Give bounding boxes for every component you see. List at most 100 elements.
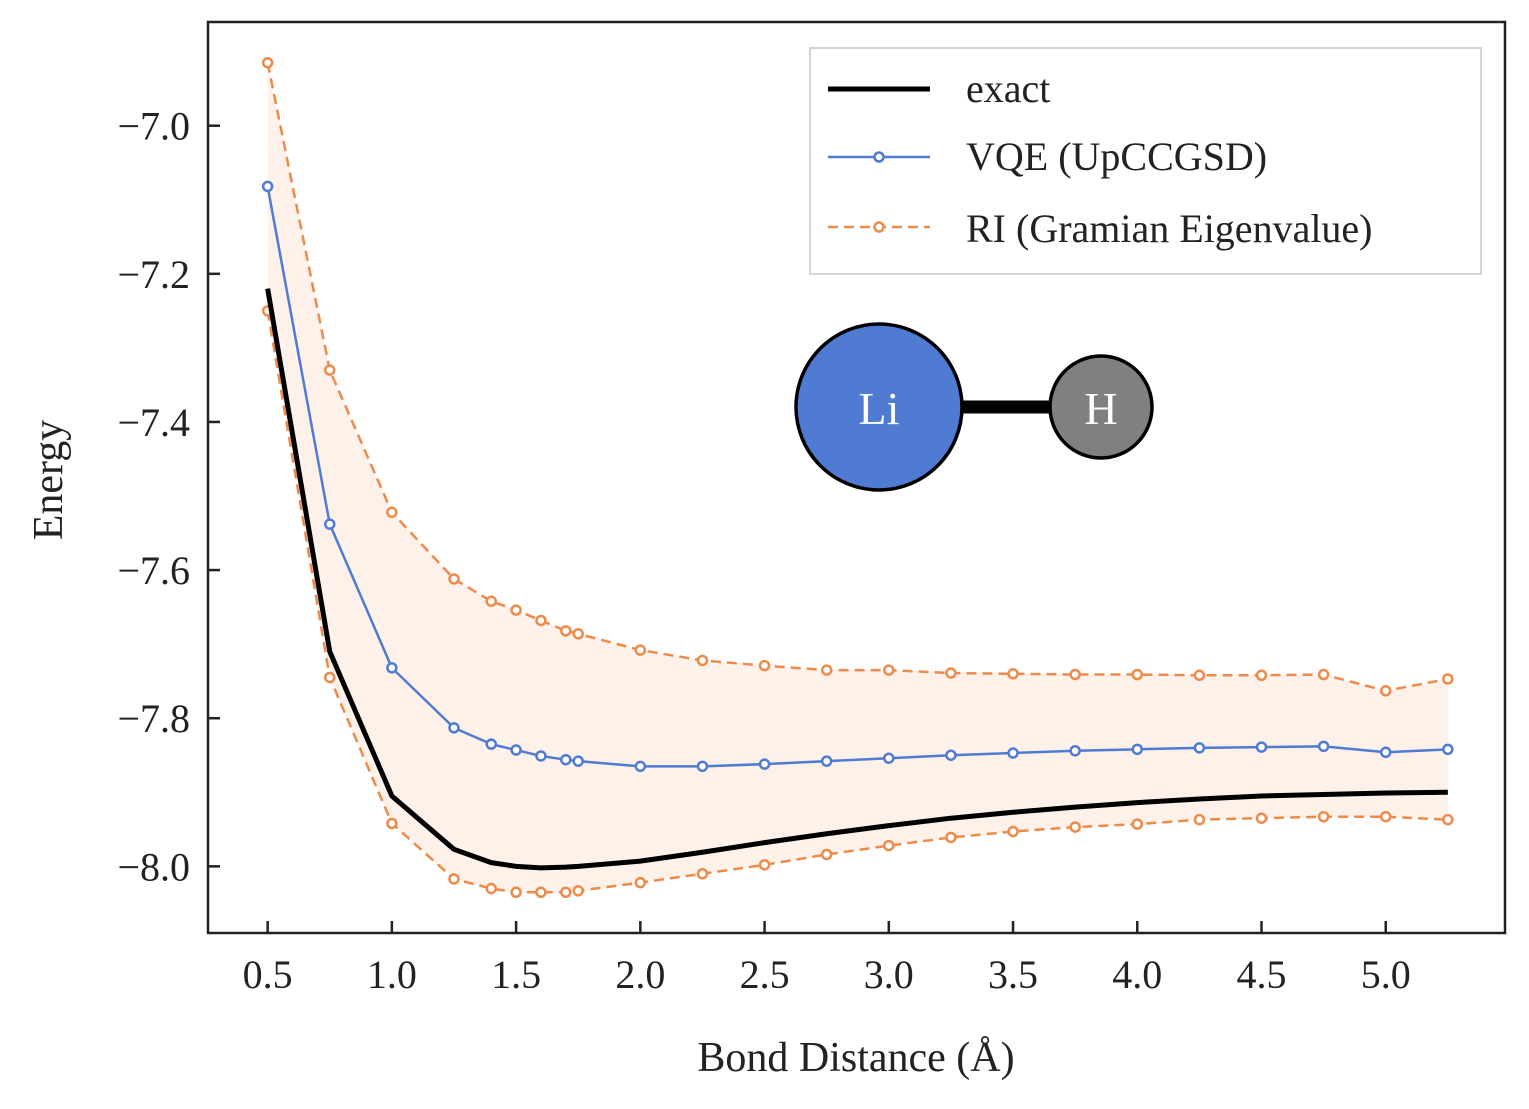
ri-lower-point	[883, 839, 895, 852]
lithium-label: Li	[859, 383, 900, 434]
ri-shaded-band	[267, 62, 1448, 893]
vqe-point	[510, 744, 522, 756]
y-tick-label: −8.0	[117, 844, 190, 889]
ri-upper-point	[323, 364, 336, 376]
ri-lower-point	[448, 873, 460, 885]
ri-lower-point	[1317, 810, 1330, 823]
ri-lower-point	[634, 876, 647, 889]
vqe-point	[1255, 741, 1268, 753]
lih-molecule-inset: Li H	[794, 322, 1154, 492]
lithium-atom	[794, 322, 964, 492]
ri-lower-point	[820, 848, 833, 861]
vqe-point	[386, 662, 398, 674]
x-axis-title: Bond Distance (Å)	[697, 1035, 1014, 1081]
ri-lower-point	[1379, 810, 1392, 823]
ri-upper-point	[1069, 668, 1081, 681]
ri-upper-point	[510, 604, 522, 616]
hydrogen-atom	[1048, 354, 1154, 460]
x-tick-label: 2.0	[615, 952, 665, 997]
ri-lower-point	[560, 886, 572, 899]
hydrogen-label: H	[1084, 383, 1117, 434]
vqe-point	[560, 753, 572, 766]
series-layer	[261, 56, 1454, 899]
ri-upper-point	[1193, 669, 1206, 682]
x-tick-label: 5.0	[1361, 952, 1411, 997]
vqe-point	[1317, 740, 1330, 753]
ri-upper-point	[634, 644, 647, 656]
ri-lower-point	[510, 886, 522, 899]
legend: exact VQE (UpCCGSD) RI (Gramian Eigenval…	[809, 47, 1482, 275]
x-tick-label: 3.5	[988, 952, 1038, 997]
vqe-point	[535, 750, 547, 762]
ri-lower-point	[696, 867, 709, 880]
legend-box	[809, 47, 1482, 275]
ri-upper-point	[261, 56, 274, 69]
ri-upper-point	[448, 573, 460, 585]
y-tick-label: −7.6	[117, 548, 190, 593]
legend-marker-vqe	[873, 151, 885, 163]
plot-frame	[206, 20, 1507, 935]
ri-upper-point	[1131, 668, 1144, 681]
vqe-point	[883, 752, 895, 764]
vqe-point	[1379, 746, 1392, 759]
y-tick-label: −7.8	[117, 696, 190, 741]
ri-lower-point	[1442, 813, 1454, 826]
vqe-point	[696, 760, 709, 773]
y-axis-title: Energy	[26, 420, 72, 541]
ri-upper-point	[1317, 668, 1330, 681]
ri-lower-line	[266, 310, 1448, 894]
ri-upper-point	[1007, 668, 1019, 680]
ri-lower-point	[572, 885, 584, 897]
ri-lower-point	[758, 859, 771, 871]
x-tick-label: 3.0	[864, 952, 914, 997]
ri-upper-point	[1255, 669, 1268, 682]
y-tick-label: −7.4	[117, 400, 190, 445]
ri-lower-point	[386, 817, 398, 830]
ri-upper-point	[572, 628, 584, 640]
ri-upper-point	[535, 614, 547, 627]
legend-label-ri: RI (Gramian Eigenvalue)	[966, 206, 1373, 251]
legend-label-exact: exact	[966, 66, 1050, 111]
ri-lower-point	[485, 882, 498, 895]
ri-lower-point	[323, 671, 336, 684]
vqe-point	[323, 518, 336, 530]
ri-upper-point	[945, 667, 957, 679]
legend-marker-ri	[873, 221, 885, 233]
x-tick-label: 4.0	[1112, 952, 1162, 997]
x-tick-label: 1.0	[367, 952, 417, 997]
vqe-point	[1442, 743, 1454, 756]
ri-upper-point	[758, 659, 771, 672]
vqe-point	[1007, 747, 1019, 759]
ri-upper-point	[560, 625, 572, 637]
vqe-point	[1193, 742, 1206, 754]
x-tick-label: 0.5	[243, 952, 293, 997]
ri-lower-point	[1255, 812, 1268, 824]
vqe-point	[820, 755, 833, 767]
vqe-point	[758, 758, 771, 770]
vqe-point	[1131, 743, 1144, 756]
ri-band-layer	[267, 62, 1448, 893]
tick-layer: 0.5 1.0 1.5 2.0 2.5 3.0 3.5 4.0 4.5 5.0 −7.0 −7.2 −7…	[117, 104, 1410, 997]
ri-upper-point	[386, 506, 398, 519]
vqe-point	[485, 738, 498, 750]
vqe-point	[448, 722, 460, 734]
y-tick-label: −7.0	[117, 104, 190, 149]
ri-upper-point	[485, 595, 498, 607]
vqe-point	[1069, 745, 1081, 757]
y-tick-label: −7.2	[117, 252, 190, 297]
vqe-point	[634, 760, 647, 773]
ri-upper-point	[820, 664, 833, 676]
x-tick-label: 2.5	[740, 952, 790, 997]
ri-lower-point	[1131, 818, 1144, 830]
ri-upper-point	[696, 654, 709, 667]
ri-lower-point	[535, 886, 547, 899]
ri-lower-point	[1069, 821, 1081, 833]
x-tick-label: 1.5	[491, 952, 541, 997]
vqe-point	[945, 749, 957, 761]
ri-upper-point	[883, 664, 895, 676]
vqe-point	[572, 755, 584, 767]
ri-lower-point	[945, 831, 957, 844]
ri-upper-point	[1442, 673, 1454, 685]
legend-label-vqe: VQE (UpCCGSD)	[966, 134, 1267, 179]
